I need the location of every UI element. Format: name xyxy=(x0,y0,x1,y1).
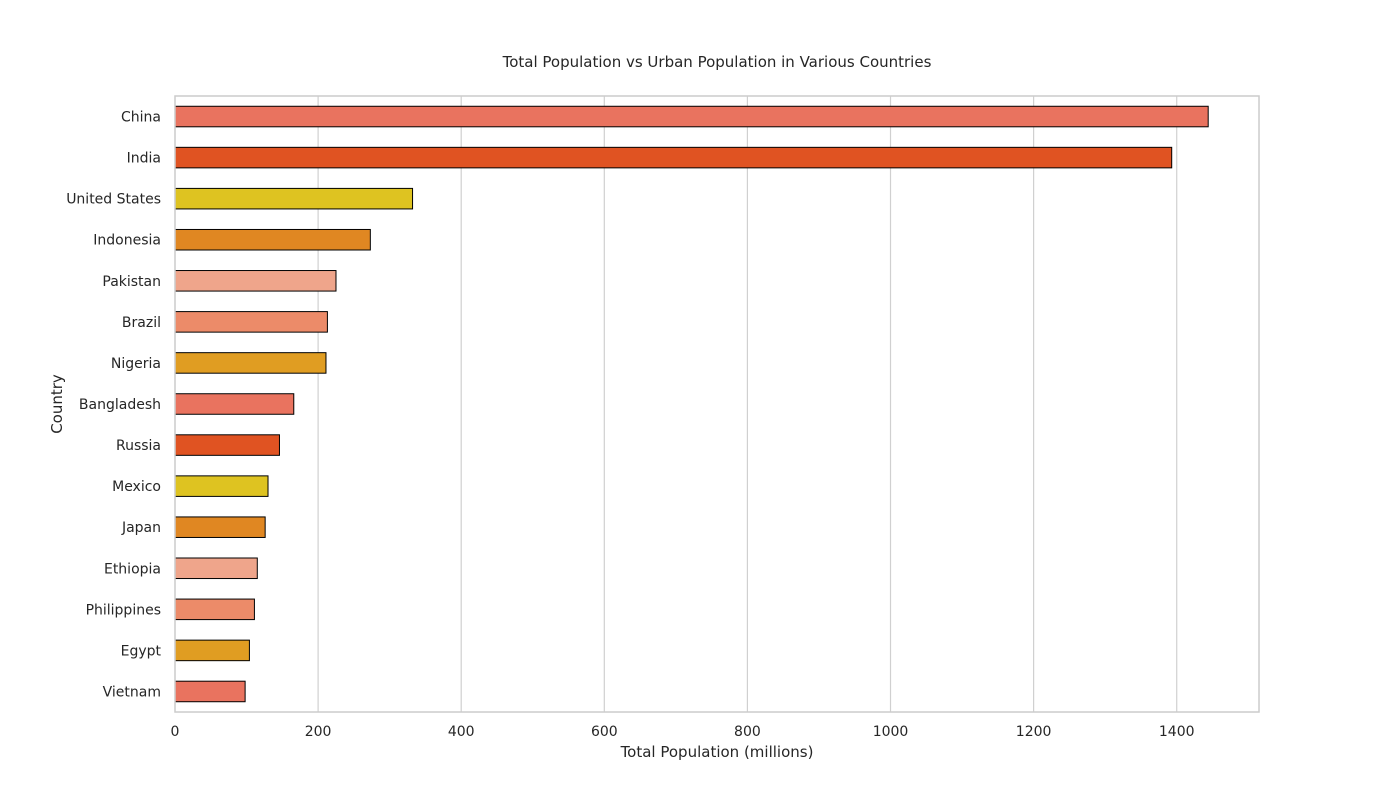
y-tick-label: Brazil xyxy=(122,315,161,331)
bar-ethiopia xyxy=(174,557,258,580)
bar-indonesia xyxy=(174,228,371,251)
chart-title: Total Population vs Urban Population in … xyxy=(502,53,932,71)
x-tick-label: 200 xyxy=(305,724,332,740)
bar-vietnam xyxy=(174,680,246,703)
y-tick-label: Mexico xyxy=(112,479,161,495)
x-tick-label: 1000 xyxy=(873,724,909,740)
y-tick-label: China xyxy=(121,110,161,126)
y-tick-label: Nigeria xyxy=(111,356,161,372)
y-tick-label: United States xyxy=(66,192,161,208)
x-axis-label: Total Population (millions) xyxy=(620,743,814,761)
x-tick-label: 1400 xyxy=(1159,724,1195,740)
bars xyxy=(174,105,1209,703)
y-tick-label: Vietnam xyxy=(103,684,161,700)
x-tick-label: 1200 xyxy=(1016,724,1052,740)
x-tick-label: 600 xyxy=(591,724,618,740)
y-axis-label: Country xyxy=(48,374,66,434)
bar-philippines xyxy=(174,598,255,621)
y-tick-label: Philippines xyxy=(86,602,161,618)
x-tick-label: 800 xyxy=(734,724,761,740)
bar-nigeria xyxy=(174,352,327,374)
y-tick-label: Russia xyxy=(116,438,161,454)
y-tick-labels: China India United States Indonesia Pakistan… xyxy=(66,110,161,701)
bar-mexico xyxy=(174,475,269,497)
y-tick-label: Bangladesh xyxy=(79,397,161,413)
y-tick-label: Japan xyxy=(121,520,161,536)
bar-bangladesh xyxy=(174,393,295,415)
bar-egypt xyxy=(174,639,250,662)
y-tick-label: Egypt xyxy=(121,643,162,659)
bar-united-states xyxy=(174,187,414,210)
bar-india xyxy=(174,146,1173,169)
y-tick-label: Ethiopia xyxy=(104,561,161,577)
bar-japan xyxy=(174,516,266,538)
x-tick-label: 0 xyxy=(171,724,180,740)
bar-china xyxy=(174,105,1209,128)
x-tick-label: 400 xyxy=(448,724,475,740)
y-tick-label: Pakistan xyxy=(102,274,161,290)
y-tick-label: Indonesia xyxy=(93,233,161,249)
bar-russia xyxy=(174,434,280,456)
grid-lines xyxy=(317,96,1178,712)
plot-frame xyxy=(174,95,1260,713)
y-tick-label: India xyxy=(127,151,161,167)
bar-brazil xyxy=(174,311,328,333)
bar-pakistan xyxy=(174,270,337,292)
x-tick-labels: 0 200 400 600 800 1000 1200 1400 xyxy=(171,724,1195,740)
